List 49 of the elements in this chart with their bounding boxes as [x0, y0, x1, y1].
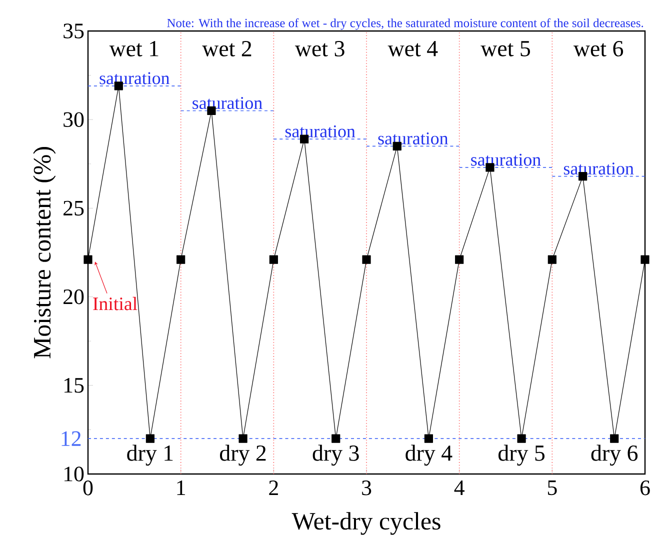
point	[332, 434, 340, 443]
point	[548, 255, 556, 264]
annotation: saturation	[564, 162, 634, 175]
annotation: Initial	[93, 296, 138, 310]
y-tick-label: 10	[64, 466, 84, 482]
y-tick-label: 25	[64, 200, 84, 216]
x-axis-title: Wet-dry cycles	[292, 512, 440, 535]
x-tick-label: 6	[640, 480, 650, 496]
annotation: dry 1	[127, 444, 173, 466]
text: Note: With the increase of wet - dry cycles, the saturated moisture content of the soil decreases.	[167, 18, 644, 30]
annotation: wet 5	[480, 41, 530, 56]
x-tick-label: 4	[454, 480, 464, 495]
ref-line-label: 12	[62, 431, 81, 446]
point	[517, 434, 526, 443]
annotation: wet 2	[202, 41, 252, 56]
annotation: saturation	[192, 96, 262, 110]
annotation: wet 3	[294, 41, 344, 56]
point	[146, 434, 154, 443]
y-axis-title: Moisture content (%)	[33, 147, 56, 358]
point	[269, 255, 278, 264]
x-tick-label: 3	[362, 480, 372, 496]
point	[176, 255, 186, 264]
annotation: dry 5	[498, 444, 545, 466]
annotation: saturation	[100, 72, 170, 84]
annotation: wet 6	[573, 41, 624, 56]
y-tick-label: 15	[64, 378, 84, 393]
x-tick-label: 0	[83, 480, 93, 496]
x-tick-label: 1	[177, 480, 185, 495]
x-tick-label: 5	[548, 480, 557, 496]
annotation: dry 3	[312, 444, 359, 466]
point	[610, 434, 619, 443]
point	[84, 255, 92, 264]
annotation: dry 6	[591, 444, 638, 466]
x-tick-label: 2	[269, 480, 278, 496]
y-tick-label: 30	[64, 112, 84, 127]
annotation: wet 4	[388, 41, 438, 56]
annotation: dry 4	[406, 444, 452, 466]
annotation: saturation	[471, 154, 541, 166]
annotation: saturation	[378, 132, 448, 144]
annotation: dry 2	[220, 444, 266, 466]
point	[640, 255, 650, 264]
point	[362, 255, 371, 264]
point	[238, 434, 248, 443]
point	[455, 255, 464, 264]
y-tick-label: 35	[64, 24, 84, 38]
point	[424, 434, 433, 443]
y-tick-label: 20	[64, 289, 84, 304]
annotation: saturation	[285, 125, 356, 138]
annotation: wet 1	[109, 41, 158, 56]
